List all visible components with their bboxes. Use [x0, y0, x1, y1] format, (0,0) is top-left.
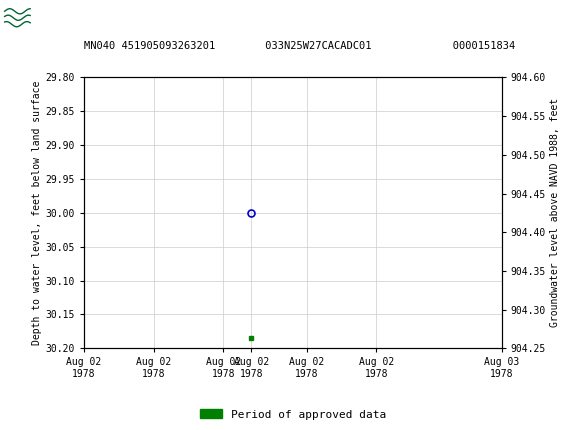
Bar	[3, 3, 52, 30]
Text: MN040 451905093263201        033N25W27CACADC01             0000151834: MN040 451905093263201 033N25W27CACADC01 …	[84, 41, 516, 51]
Text: USGS: USGS	[57, 6, 117, 26]
Legend: Period of approved data: Period of approved data	[195, 405, 390, 424]
Y-axis label: Depth to water level, feet below land surface: Depth to water level, feet below land su…	[31, 81, 42, 345]
Y-axis label: Groundwater level above NAVD 1988, feet: Groundwater level above NAVD 1988, feet	[550, 98, 560, 327]
